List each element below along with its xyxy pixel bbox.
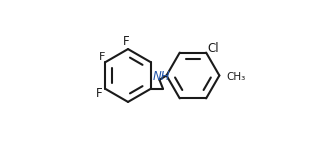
Text: NH: NH: [153, 70, 171, 83]
Text: Cl: Cl: [207, 42, 219, 55]
Text: F: F: [123, 35, 130, 48]
Text: F: F: [99, 52, 106, 62]
Text: F: F: [96, 87, 102, 100]
Text: CH₃: CH₃: [227, 72, 246, 82]
